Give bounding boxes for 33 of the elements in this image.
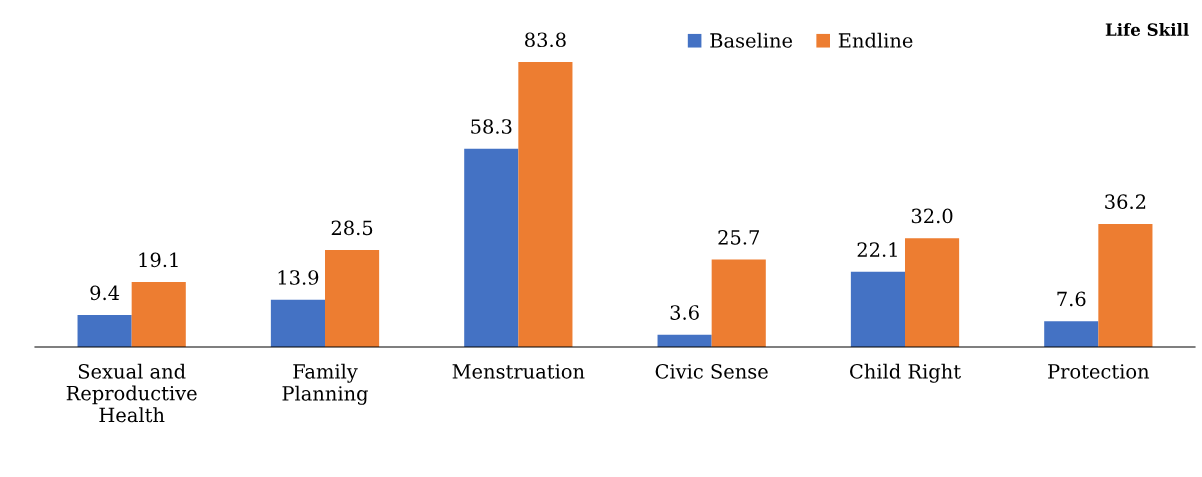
chart-title: Life Skill: [1105, 23, 1189, 36]
bar: [905, 238, 960, 347]
x-tick-label: Child Right: [850, 363, 961, 383]
bar: [850, 271, 905, 347]
x-tick-label: Sexual and Reproductive Health: [66, 363, 197, 423]
bar: [657, 334, 712, 347]
bar: [1098, 223, 1153, 347]
bar: [518, 62, 573, 347]
legend-label: Endline: [838, 32, 913, 48]
data-label: 13.9: [278, 270, 319, 285]
x-tick-label: Protection: [1048, 364, 1150, 379]
data-label: 58.3: [471, 119, 512, 134]
data-label: 25.7: [718, 230, 759, 245]
data-label: 83.8: [525, 32, 566, 48]
bar: [131, 282, 186, 347]
data-label: 9.4: [90, 285, 120, 301]
bar: [464, 148, 519, 347]
bar: [1044, 321, 1099, 347]
bar: [270, 299, 325, 347]
x-tick-label: Family Planning: [282, 363, 368, 405]
data-label: 7.6: [1057, 291, 1086, 307]
bar: [77, 315, 132, 347]
data-label: 32.0: [911, 208, 953, 224]
bar: [325, 250, 380, 347]
data-label: 36.2: [1105, 194, 1146, 210]
data-label: 19.1: [139, 252, 178, 268]
data-label: 28.5: [331, 220, 373, 236]
legend-label: Baseline: [710, 32, 793, 48]
x-tick-label: Civic Sense: [655, 364, 768, 379]
bar: [711, 259, 766, 347]
data-label: 3.6: [670, 305, 699, 320]
x-tick-label: Menstruation: [452, 364, 585, 379]
data-label: 22.1: [857, 242, 897, 257]
